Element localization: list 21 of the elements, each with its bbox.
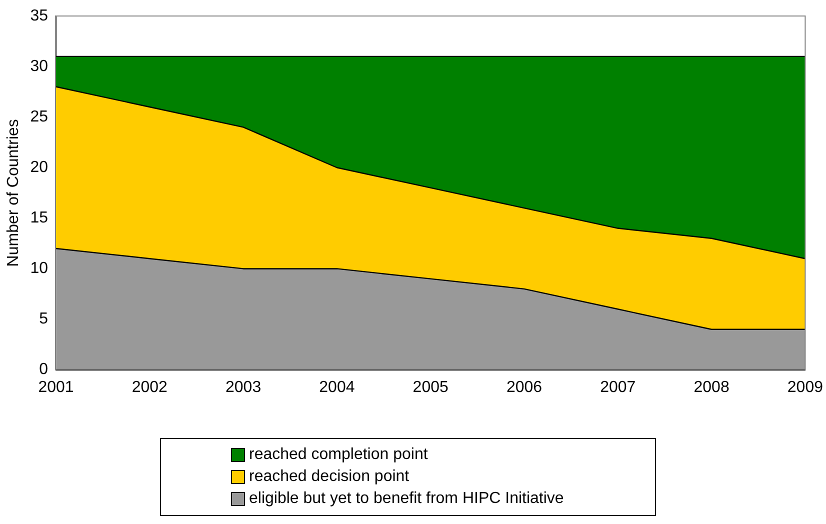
- x-tick-label: 2008: [694, 378, 730, 396]
- y-tick-label: 20: [30, 159, 48, 176]
- y-axis-title: Number of Countries: [5, 119, 22, 267]
- y-tick-label: 0: [39, 361, 48, 378]
- y-tick-label: 15: [30, 210, 48, 227]
- y-tick-label: 30: [30, 58, 48, 75]
- y-tick-label: 5: [39, 310, 48, 328]
- legend-label: eligible but yet to benefit from HIPC Initiative: [249, 490, 564, 508]
- legend-label: reached decision point: [249, 468, 410, 486]
- legend-label: reached completion point: [249, 446, 428, 464]
- y-tick-label: 35: [30, 7, 48, 24]
- y-tick-label: 25: [30, 108, 48, 126]
- x-tick-label: 2003: [226, 378, 262, 396]
- x-tick-label: 2001: [38, 378, 74, 396]
- x-tick-label: 2009: [787, 378, 824, 396]
- y-tick-label: 10: [30, 260, 48, 278]
- x-tick-label: 2005: [412, 378, 448, 396]
- x-tick-label: 2002: [132, 378, 168, 396]
- x-tick-label: 2004: [319, 378, 355, 396]
- x-tick-label: 2007: [600, 378, 636, 396]
- x-tick-label: 2006: [506, 378, 542, 396]
